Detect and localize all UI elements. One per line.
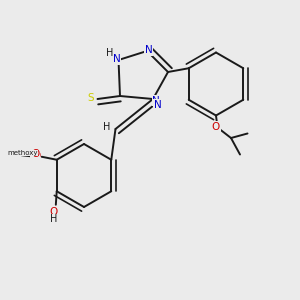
Text: N: N	[152, 95, 160, 106]
Text: O: O	[32, 152, 41, 161]
Text: S: S	[88, 93, 94, 103]
Text: H: H	[106, 48, 114, 59]
Text: H: H	[50, 214, 57, 224]
Text: O: O	[212, 122, 220, 132]
Text: methoxy: methoxy	[7, 150, 38, 156]
Text: N: N	[113, 54, 121, 64]
Text: N: N	[145, 45, 152, 55]
Text: N: N	[154, 100, 161, 110]
Text: H: H	[103, 122, 110, 133]
Text: O: O	[31, 149, 39, 159]
Text: O: O	[50, 207, 58, 217]
